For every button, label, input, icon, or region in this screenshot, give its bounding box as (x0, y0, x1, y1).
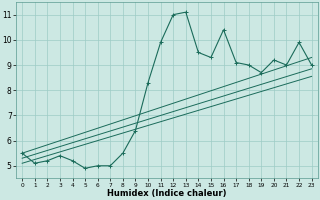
X-axis label: Humidex (Indice chaleur): Humidex (Indice chaleur) (107, 189, 227, 198)
